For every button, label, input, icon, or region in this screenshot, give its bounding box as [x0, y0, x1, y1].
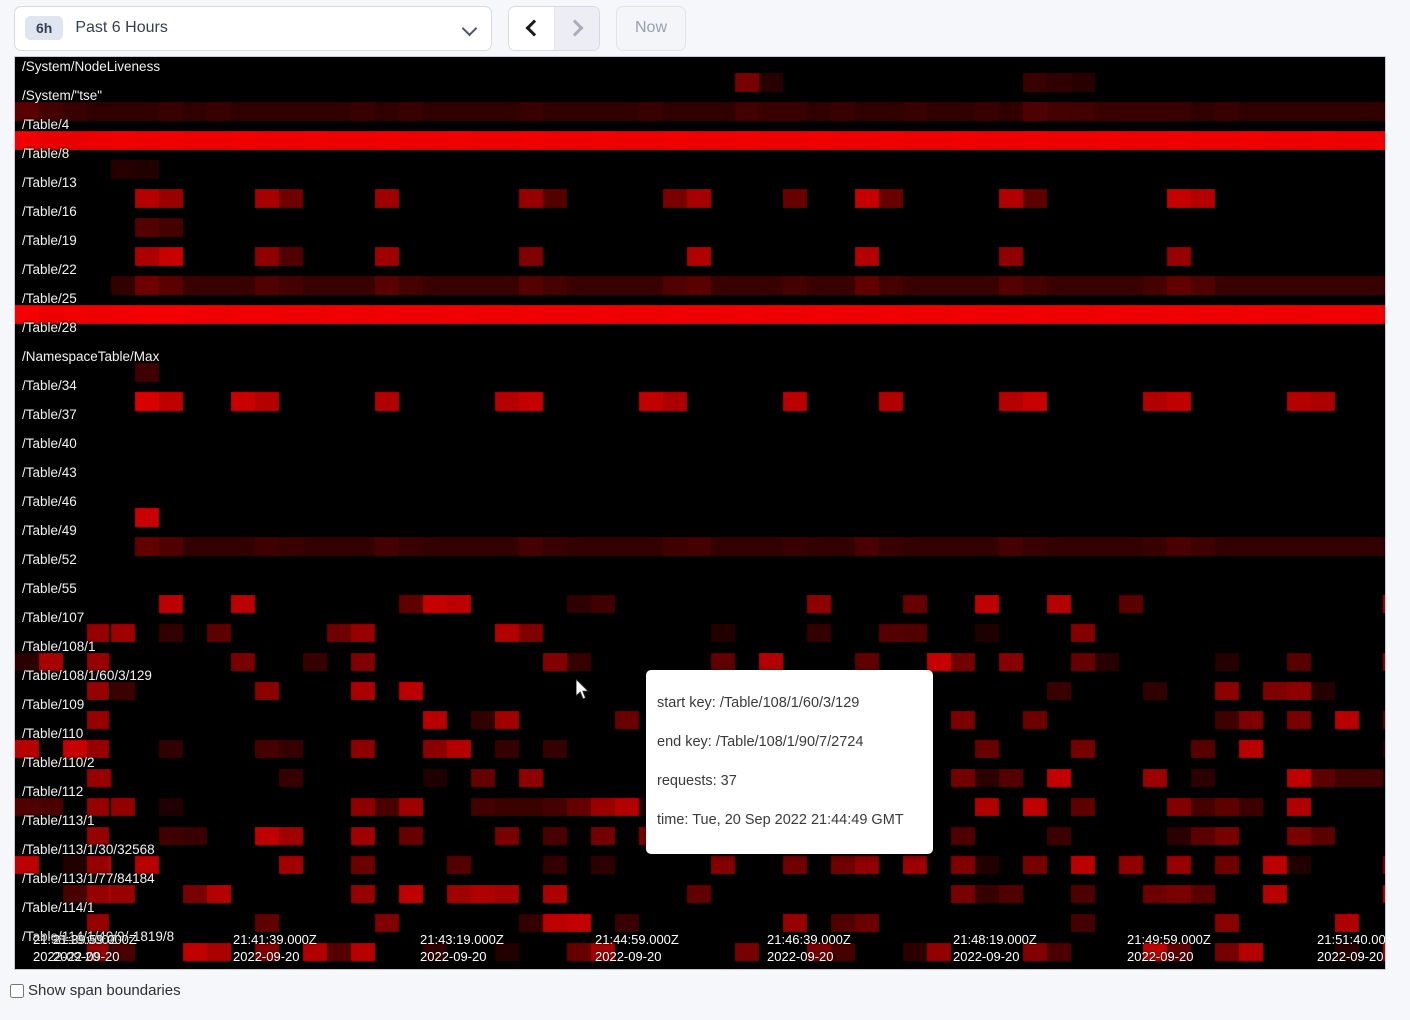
tooltip-time: time: Tue, 20 Sep 2022 21:44:49 GMT: [657, 812, 904, 828]
tooltip-requests: requests: 37: [657, 773, 737, 789]
now-button[interactable]: Now: [616, 5, 686, 51]
time-range-pill: 6h: [25, 16, 64, 40]
time-nav-group: [508, 5, 600, 51]
chevron-left-icon: [525, 19, 542, 37]
tooltip-start-key: start key: /Table/108/1/60/3/129: [657, 695, 860, 711]
toolbar: 6h Past 6 Hours Now: [0, 0, 1410, 56]
heatmap-tooltip: start key: /Table/108/1/60/3/129 end key…: [646, 670, 933, 854]
footer: Show span boundaries: [10, 982, 181, 999]
chevron-right-icon: [566, 19, 584, 37]
chevron-down-icon: [463, 21, 477, 35]
next-time-button[interactable]: [554, 6, 599, 50]
tooltip-end-key: end key: /Table/108/1/90/7/2724: [657, 734, 864, 750]
time-range-select[interactable]: 6h Past 6 Hours: [14, 5, 492, 51]
show-span-boundaries-checkbox[interactable]: [10, 983, 24, 998]
time-range-label: Past 6 Hours: [75, 19, 168, 36]
show-span-boundaries-label[interactable]: Show span boundaries: [28, 982, 181, 999]
prev-time-button[interactable]: [509, 6, 554, 50]
